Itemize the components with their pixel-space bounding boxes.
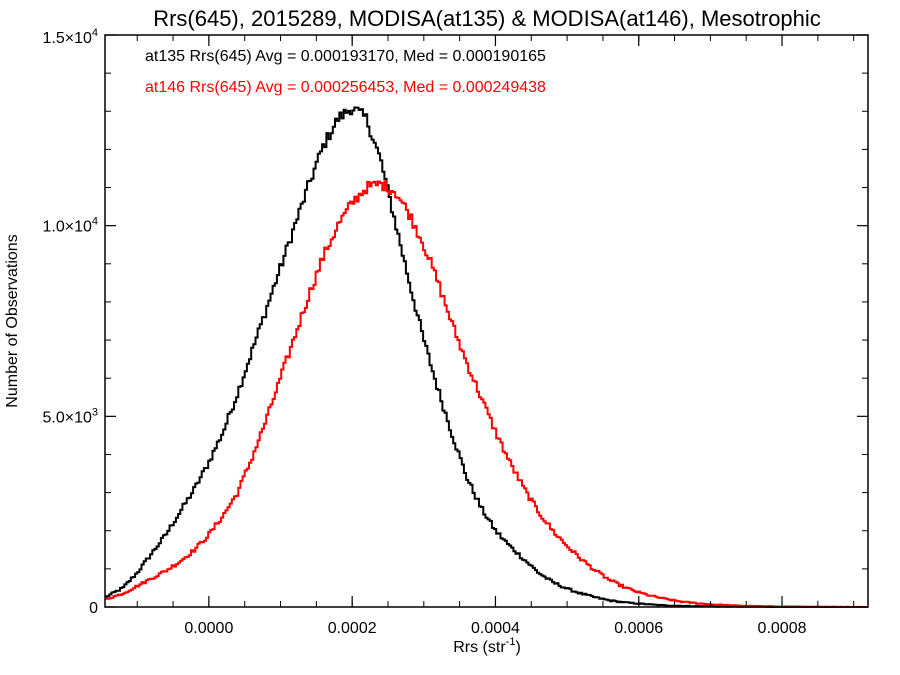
x-tick-label: 0.0004 xyxy=(471,620,520,637)
x-tick-label: 0.0008 xyxy=(758,620,807,637)
legend-entry-at135: at135 Rrs(645) Avg = 0.000193170, Med = … xyxy=(145,48,546,65)
y-tick-label: 1.5×104 xyxy=(42,27,98,47)
y-tick-label: 0 xyxy=(89,600,98,617)
series-line-at146 xyxy=(105,180,868,608)
y-axis-label: Number of Observations xyxy=(4,234,21,407)
x-tick-label: 0.0006 xyxy=(614,620,663,637)
x-tick-label: 0.0002 xyxy=(328,620,377,637)
y-tick-label: 5.0×103 xyxy=(42,406,98,426)
x-tick-label: 0.0000 xyxy=(184,620,233,637)
plot-frame xyxy=(104,34,869,608)
chart-title: Rrs(645), 2015289, MODISA(at135) & MODIS… xyxy=(153,6,821,31)
axis-ticks: 0.0000 0.0002 0.0004 0.0006 0.0008 0 5.0×103 1.… xyxy=(42,27,868,637)
y-tick-label: 1.0×104 xyxy=(42,216,98,236)
legend-entry-at146: at146 Rrs(645) Avg = 0.000256453, Med = … xyxy=(145,79,546,96)
x-axis-label: Rrs (str-1) xyxy=(453,636,521,656)
